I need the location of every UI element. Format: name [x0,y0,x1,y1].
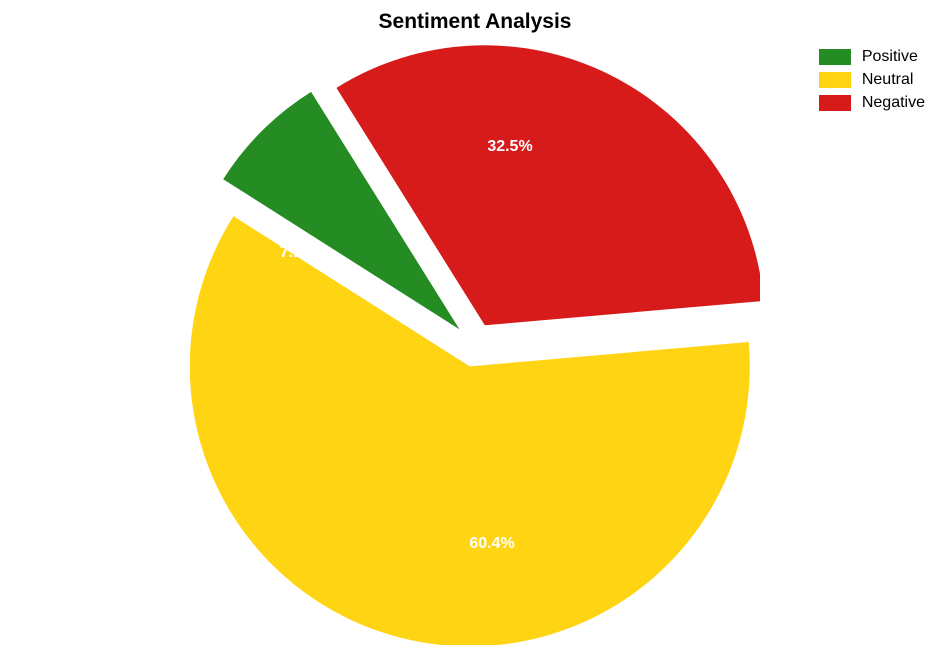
legend-label-positive: Positive [862,48,918,66]
legend-label-neutral: Neutral [862,71,914,89]
legend-swatch-negative [819,95,851,111]
legend-swatch-neutral [819,72,851,88]
slice-label-neutral: 60.4% [469,535,514,553]
pie-chart: 32.5% 60.4% 7.1% [190,45,760,645]
legend-item-positive: Positive [819,48,925,66]
legend-swatch-positive [819,49,851,65]
slice-label-positive: 7.1% [280,244,316,262]
pie-svg [190,45,760,645]
legend-item-negative: Negative [819,94,925,112]
legend: Positive Neutral Negative [819,48,925,112]
slice-label-negative: 32.5% [487,138,532,156]
chart-title: Sentiment Analysis [0,10,950,34]
legend-label-negative: Negative [862,94,925,112]
legend-item-neutral: Neutral [819,71,925,89]
